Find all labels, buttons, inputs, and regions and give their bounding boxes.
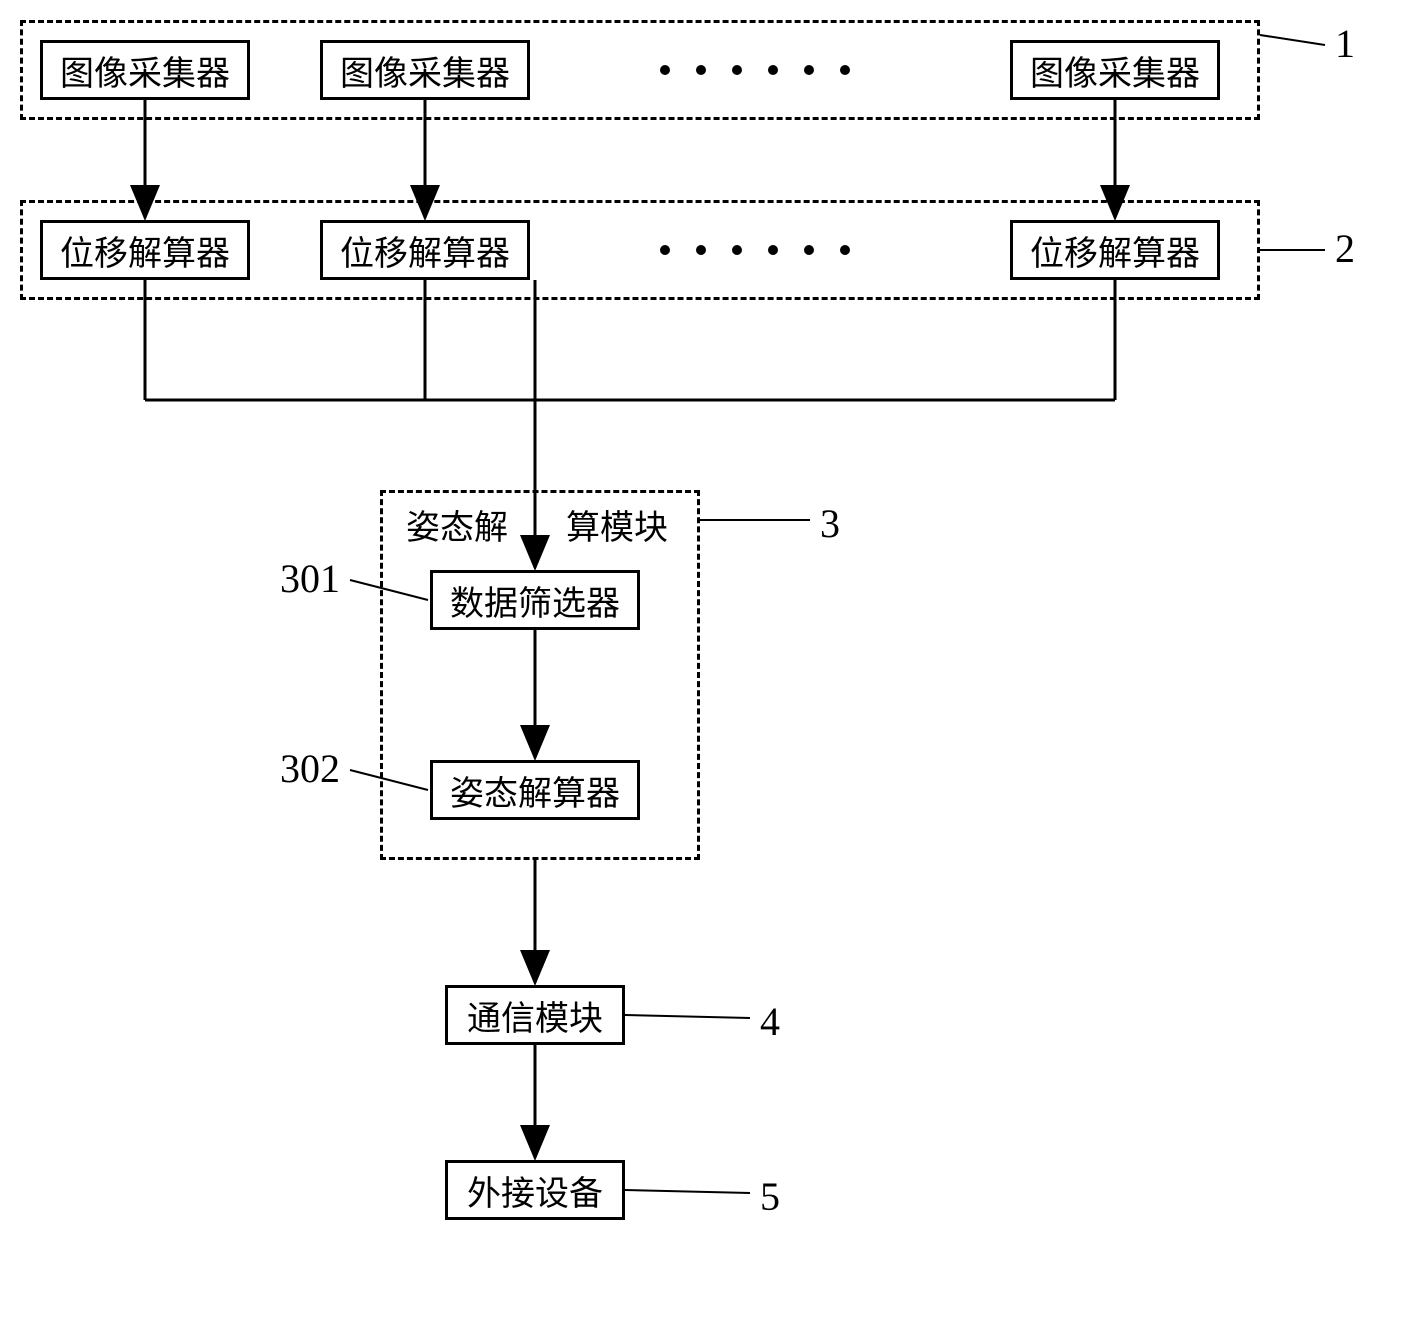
label: 数据筛选器 [450, 576, 620, 625]
label: 位移解算器 [1030, 226, 1200, 275]
ellipsis-2 [660, 245, 850, 255]
ellipsis-1 [660, 65, 850, 75]
attitude-solver-box: 姿态解算器 [430, 760, 640, 820]
disp-solver-2: 位移解算器 [320, 220, 530, 280]
image-collector-3: 图像采集器 [1010, 40, 1220, 100]
disp-solver-1: 位移解算器 [40, 220, 250, 280]
data-filter-box: 数据筛选器 [430, 570, 640, 630]
label: 位移解算器 [60, 226, 230, 275]
disp-solver-3: 位移解算器 [1010, 220, 1220, 280]
label: 位移解算器 [340, 226, 510, 275]
label: 姿态解算器 [450, 766, 620, 815]
comm-module-box: 通信模块 [445, 985, 625, 1045]
label: 通信模块 [467, 991, 603, 1040]
ref-4: 4 [760, 998, 780, 1045]
ref-2: 2 [1335, 225, 1355, 272]
external-device-box: 外接设备 [445, 1160, 625, 1220]
ref-3: 3 [820, 500, 840, 547]
label: 图像采集器 [60, 46, 230, 95]
module-title-right: 算模块 [560, 500, 674, 549]
module-title-left: 姿态解 [400, 500, 514, 549]
ref-5: 5 [760, 1173, 780, 1220]
image-collector-1: 图像采集器 [40, 40, 250, 100]
ref-301: 301 [280, 555, 340, 602]
label: 图像采集器 [1030, 46, 1200, 95]
ref-302: 302 [280, 745, 340, 792]
label: 图像采集器 [340, 46, 510, 95]
ref-1: 1 [1335, 20, 1355, 67]
image-collector-2: 图像采集器 [320, 40, 530, 100]
label: 外接设备 [467, 1166, 603, 1215]
